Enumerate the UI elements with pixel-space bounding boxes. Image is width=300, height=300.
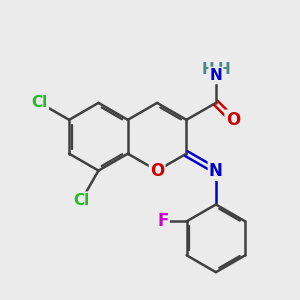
Text: Cl: Cl [32, 95, 48, 110]
Text: N: N [209, 68, 222, 83]
Text: F: F [157, 212, 169, 230]
Text: O: O [226, 111, 240, 129]
Text: H: H [218, 61, 230, 76]
Text: N: N [209, 162, 223, 180]
Text: O: O [150, 162, 164, 180]
Text: Cl: Cl [74, 193, 90, 208]
Text: H: H [201, 61, 214, 76]
